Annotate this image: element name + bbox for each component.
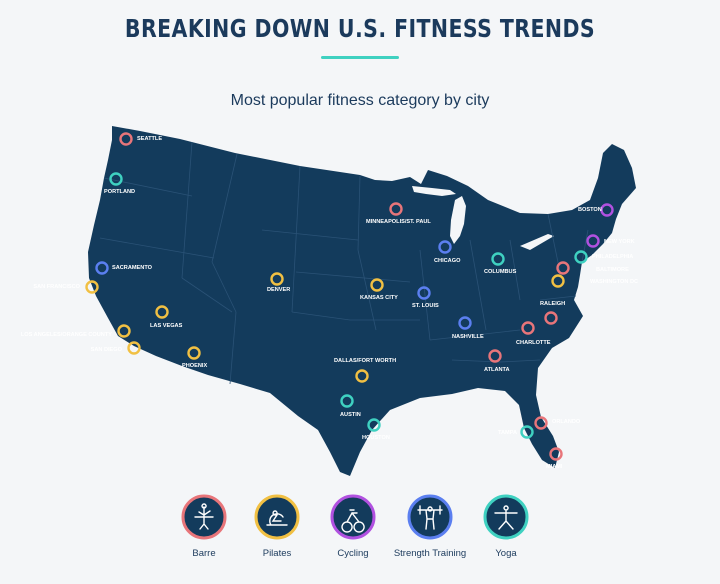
city-marker-orlando <box>534 416 548 430</box>
city-marker-portland <box>109 172 123 186</box>
city-label-new-york: NEW YORK <box>604 239 635 245</box>
city-marker-kansas-city <box>370 278 384 292</box>
city-label-austin: AUSTIN <box>340 412 361 418</box>
city-label-portland: PORTLAND <box>104 189 135 195</box>
city-marker-austin <box>340 394 354 408</box>
city-label-denver: DENVER <box>267 287 290 293</box>
legend-ring-strength <box>407 494 453 540</box>
us-landmass <box>88 126 636 476</box>
legend-item-yoga <box>483 494 529 540</box>
city-label-st-louis: ST. LOUIS <box>412 303 439 309</box>
city-label-raleigh: RALEIGH <box>540 301 565 307</box>
city-label-seattle: SEATTLE <box>137 136 162 142</box>
legend-label-strength: Strength Training <box>393 548 467 559</box>
city-label-charlotte: CHARLOTTE <box>516 340 551 346</box>
legend-item-barre <box>181 494 227 540</box>
city-label-orlando: ORLANDO <box>552 419 581 425</box>
pilates-figure-icon <box>266 510 288 526</box>
city-label-philadelphia: PHILADELPHIA <box>592 254 633 260</box>
city-label-boston: BOSTON <box>578 207 602 213</box>
city-marker-atlanta <box>488 349 502 363</box>
city-marker-tampa <box>520 425 534 439</box>
legend-ring-cycling <box>330 494 376 540</box>
city-marker-columbus <box>491 252 505 266</box>
city-label-baltimore: BALTIMORE <box>596 267 629 273</box>
legend-item-strength <box>407 494 453 540</box>
city-marker-nashville <box>458 316 472 330</box>
city-label-nashville: NASHVILLE <box>452 334 484 340</box>
barre-figure-icon <box>194 503 214 530</box>
city-marker-minneapolis-st-paul <box>389 202 403 216</box>
lake-erie <box>520 234 554 250</box>
city-markers: SEATTLE PORTLAND SACRAMENTO SAN FRANCISCO LA… <box>21 132 638 470</box>
city-marker-washington-dc <box>551 274 565 288</box>
legend-label-yoga: Yoga <box>495 548 517 559</box>
city-marker-san-diego <box>127 341 141 355</box>
city-label-atlanta: ATLANTA <box>484 367 510 373</box>
city-marker-dallas-fort-worth <box>355 369 369 383</box>
city-marker-phoenix <box>187 346 201 360</box>
city-marker-boston <box>600 203 614 217</box>
city-marker-las-vegas <box>155 305 169 319</box>
legend-item-cycling <box>330 494 376 540</box>
city-label-las-vegas: LAS VEGAS <box>150 323 183 329</box>
lake-michigan <box>450 196 466 244</box>
legend-label-cycling: Cycling <box>337 548 369 559</box>
city-label-columbus: COLUMBUS <box>484 269 517 275</box>
city-marker-miami <box>549 447 563 461</box>
legend-item-pilates <box>254 494 300 540</box>
city-label-tampa: TAMPA <box>498 430 517 436</box>
city-marker-new-york <box>586 234 600 248</box>
city-marker-sacramento <box>95 261 109 275</box>
title-underline <box>321 56 399 59</box>
city-label-chicago: CHICAGO <box>434 258 461 264</box>
city-label-sacramento: SACRAMENTO <box>112 265 153 271</box>
city-label-minneapolis-st-paul: MINNEAPOLIS/ST. PAUL <box>366 219 431 225</box>
city-label-kansas-city: KANSAS CITY <box>360 295 398 301</box>
city-label-miami: MIAMI <box>546 464 563 470</box>
city-marker-st-louis <box>417 286 431 300</box>
city-marker-los-angeles-orange-county <box>117 324 131 338</box>
city-marker-houston <box>367 418 381 432</box>
city-marker-seattle <box>119 132 133 146</box>
page-subtitle: Most popular fitness category by city <box>230 92 490 109</box>
city-marker-raleigh <box>544 311 558 325</box>
city-label-san-francisco: SAN FRANCISCO <box>33 284 80 290</box>
city-marker-charlotte <box>521 321 535 335</box>
legend-label-barre: Barre <box>192 548 216 559</box>
city-marker-philadelphia <box>574 250 588 264</box>
legend-label-pilates: Pilates <box>262 548 292 559</box>
city-marker-san-francisco <box>85 280 99 294</box>
city-label-dallas-fort-worth: DALLAS/FORT WORTH <box>334 358 396 364</box>
city-label-san-diego: SAN DIEGO <box>91 347 123 353</box>
city-label-phoenix: PHOENIX <box>182 363 207 369</box>
state-borders <box>99 141 589 385</box>
city-label-los-angeles-orange-county: LOS ANGELES/ORANGE COUNTY <box>21 332 112 338</box>
legend <box>181 494 529 540</box>
city-marker-denver <box>270 272 284 286</box>
barbell-lift-icon <box>417 505 443 530</box>
bicycle-icon <box>341 509 365 533</box>
lake-superior <box>412 186 456 196</box>
city-marker-baltimore <box>556 261 570 275</box>
city-label-houston: HOUSTON <box>362 435 390 441</box>
yoga-pose-icon <box>494 505 518 530</box>
legend-ring-pilates <box>254 494 300 540</box>
city-marker-chicago <box>438 240 452 254</box>
page-title: BREAKING DOWN U.S. FITNESS TRENDS <box>124 14 596 43</box>
contiguous-us-shape <box>88 126 636 476</box>
city-label-washington-dc: WASHINGTON DC <box>590 279 638 285</box>
